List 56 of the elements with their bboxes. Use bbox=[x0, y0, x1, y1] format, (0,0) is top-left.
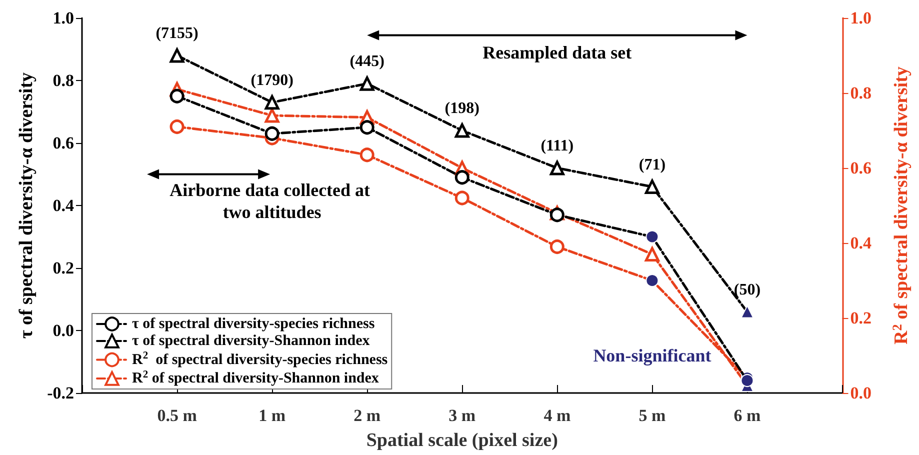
annotation: (1790) bbox=[250, 72, 294, 89]
y2-tick-label: 1.0 bbox=[850, 8, 872, 28]
annotation: (111) bbox=[540, 138, 574, 154]
y2-tick-label: 0.8 bbox=[850, 84, 872, 102]
y2-tick-label: 0.4 bbox=[850, 234, 872, 252]
annotation: (445) bbox=[350, 53, 384, 70]
point bbox=[644, 247, 660, 262]
point bbox=[170, 120, 184, 134]
y2-axis-title: R2 of spectral diversity-α diversity bbox=[889, 66, 912, 344]
legend-label: τ of spectral diversity-Shannon index bbox=[132, 333, 370, 349]
annotation: Airborne data collected at two altitudes bbox=[170, 180, 375, 222]
y-tick-label: 0.6 bbox=[52, 134, 74, 152]
y2-tick-label: 0.6 bbox=[850, 158, 872, 178]
point bbox=[550, 240, 564, 254]
point bbox=[454, 123, 470, 138]
y-tick-label: 1.0 bbox=[52, 8, 74, 28]
point bbox=[740, 305, 754, 318]
x-tick-label: 1 m bbox=[258, 406, 286, 425]
x-tick-label: 4 m bbox=[544, 406, 571, 425]
annotation: (198) bbox=[444, 100, 480, 117]
y-tick-label: 0.4 bbox=[52, 196, 74, 215]
point bbox=[644, 180, 660, 194]
x-tick-label: 2 m bbox=[354, 406, 381, 425]
y2-tick-label: 0.0 bbox=[850, 384, 872, 402]
point bbox=[170, 88, 184, 104]
annotation: (7155) bbox=[156, 25, 198, 42]
y-tick-label: 0.0 bbox=[52, 321, 74, 340]
x-tick-label: 6 m bbox=[734, 406, 761, 425]
y-tick-label: -0.2 bbox=[47, 384, 74, 402]
annotation: (71) bbox=[638, 156, 666, 174]
point bbox=[360, 120, 374, 135]
annotation: Non-significant bbox=[593, 346, 712, 366]
point bbox=[170, 48, 184, 63]
y-tick-label: 0.2 bbox=[52, 258, 74, 278]
y-tick-label: 0.8 bbox=[52, 71, 74, 90]
legend-label: τ of spectral diversity-species richness bbox=[132, 316, 375, 332]
point bbox=[454, 190, 470, 206]
annotation: (50) bbox=[734, 281, 761, 298]
point bbox=[550, 208, 564, 222]
point bbox=[454, 170, 470, 185]
point bbox=[740, 374, 754, 387]
x-axis-title: Spatial scale (pixel size) bbox=[366, 430, 558, 451]
x-tick-label: 5 m bbox=[638, 406, 666, 425]
point bbox=[550, 160, 564, 176]
point bbox=[646, 274, 659, 287]
point bbox=[264, 126, 280, 141]
annotation: Resampled data set bbox=[482, 42, 632, 62]
point bbox=[360, 76, 374, 91]
x-tick-label: 0.5 m bbox=[157, 406, 197, 425]
y2-tick-label: 0.2 bbox=[850, 308, 872, 328]
y-axis-title: τ of spectral diversity-α diversity bbox=[16, 72, 38, 339]
x-tick-label: 3 m bbox=[448, 406, 476, 425]
point bbox=[264, 95, 280, 110]
point bbox=[646, 230, 659, 244]
point bbox=[360, 148, 374, 162]
point bbox=[264, 108, 280, 123]
